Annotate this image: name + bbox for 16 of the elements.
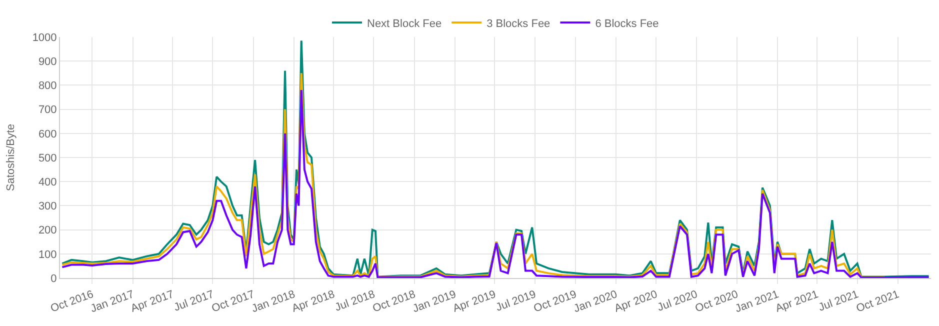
y-tick-label: 400 [38,176,57,188]
legend-label: Next Block Fee [367,18,442,30]
y-tick-label: 1000 [32,32,57,44]
y-tick-label: 200 [38,224,57,237]
y-tick-label: 700 [38,104,57,116]
y-tick-label: 300 [38,200,57,213]
y-tick-label: 100 [38,248,57,261]
y-tick-label: 500 [38,152,57,164]
line-series [61,40,930,278]
legend-label: 6 Blocks Fee [595,18,659,30]
y-axis-title: Satoshis/Byte [4,124,17,192]
y-tick-label: 800 [38,80,57,92]
y-tick-label: 600 [38,128,57,140]
y-tick-label: 900 [38,56,57,68]
legend-label: 3 Blocks Fee [486,18,550,30]
y-tick-label: 0 [50,272,57,285]
